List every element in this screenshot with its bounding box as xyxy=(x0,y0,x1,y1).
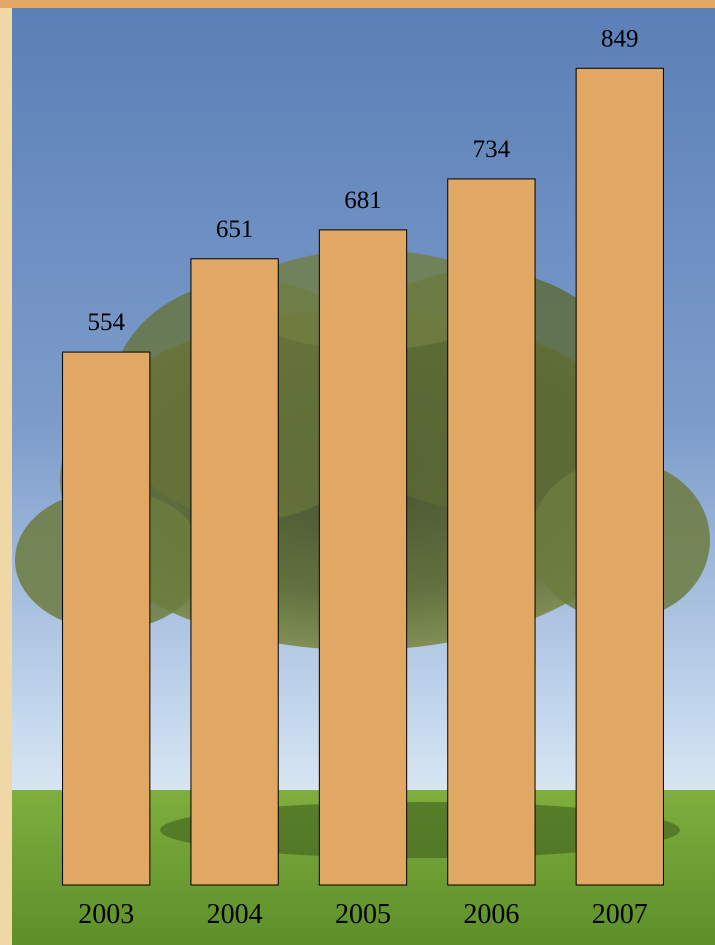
x-tick-label: 2007 xyxy=(592,899,648,930)
x-tick-label: 2003 xyxy=(78,899,134,930)
x-tick-label: 2005 xyxy=(335,899,391,930)
bar xyxy=(190,258,279,886)
bar xyxy=(62,351,151,886)
value-label: 681 xyxy=(344,187,382,214)
bar xyxy=(318,229,408,886)
value-label: 849 xyxy=(601,25,639,52)
x-tick-label: 2004 xyxy=(207,899,263,930)
bars-group: 554 2003 651 2004 681 2005 734 2006 849 2007 xyxy=(62,25,664,930)
value-label: 651 xyxy=(216,216,254,243)
value-label: 734 xyxy=(473,136,511,163)
bar xyxy=(447,178,536,886)
value-label: 554 xyxy=(87,309,125,336)
bar xyxy=(575,67,664,886)
x-tick-label: 2006 xyxy=(463,899,519,930)
